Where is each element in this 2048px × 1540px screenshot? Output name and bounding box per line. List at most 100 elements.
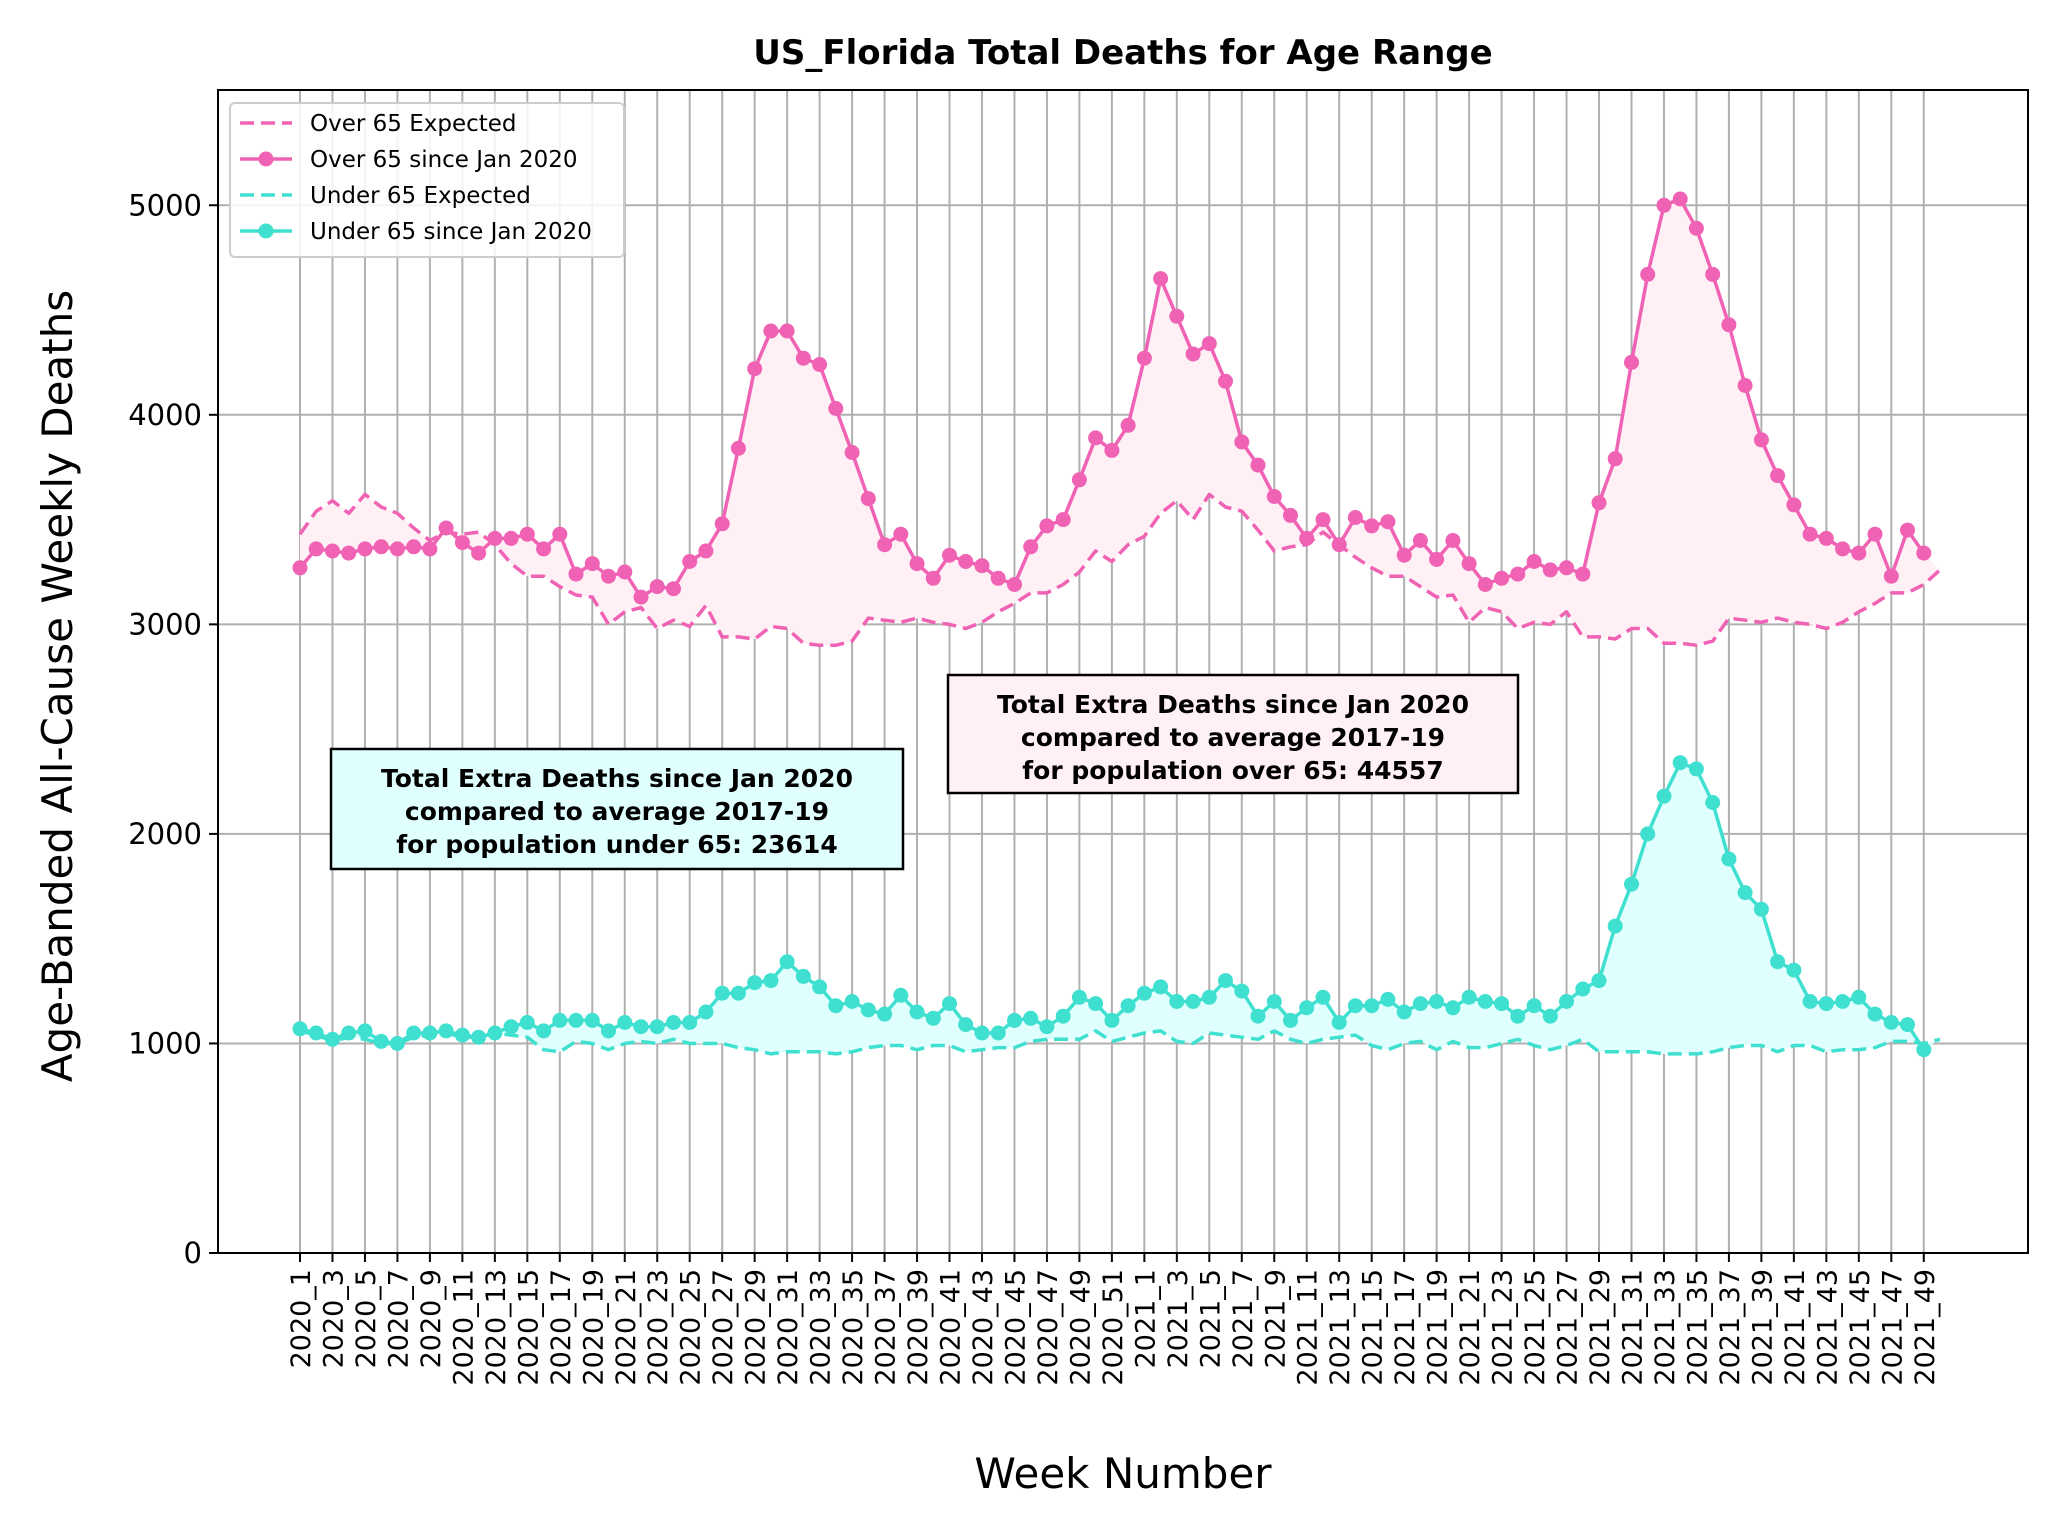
data-point bbox=[1624, 354, 1639, 370]
data-point bbox=[1835, 541, 1851, 557]
x-tick-label: 2020_39 bbox=[903, 1269, 934, 1386]
data-point bbox=[812, 357, 828, 372]
data-point bbox=[292, 1021, 308, 1037]
data-point bbox=[730, 440, 746, 456]
series-under-65-expected bbox=[299, 1029, 1941, 1056]
data-point bbox=[1104, 1012, 1120, 1028]
x-tick-label: 2020_7 bbox=[383, 1269, 414, 1368]
data-point bbox=[1380, 991, 1396, 1007]
data-point bbox=[617, 1015, 633, 1030]
data-point bbox=[1510, 1008, 1526, 1024]
series-over-65-expected bbox=[298, 492, 1942, 648]
x-tick-label: 2021_1 bbox=[1130, 1269, 1161, 1368]
data-point bbox=[1071, 472, 1087, 488]
data-point bbox=[471, 1029, 487, 1045]
data-point bbox=[325, 1031, 340, 1047]
data-point bbox=[471, 545, 487, 561]
annotation-box bbox=[329, 747, 905, 871]
series-line bbox=[298, 492, 1942, 648]
data-point bbox=[406, 539, 422, 555]
x-tick-label: 2020_51 bbox=[1098, 1269, 1129, 1386]
annotation-line: compared to average 2017-19 bbox=[1021, 723, 1445, 752]
data-point bbox=[1916, 1042, 1932, 1058]
data-point bbox=[1088, 430, 1104, 446]
data-point bbox=[1575, 981, 1591, 997]
data-point bbox=[1672, 755, 1688, 771]
data-point bbox=[454, 535, 470, 551]
data-point bbox=[373, 1033, 389, 1049]
data-point bbox=[877, 537, 893, 553]
data-point bbox=[649, 579, 665, 595]
data-point bbox=[844, 445, 860, 460]
data-point bbox=[974, 558, 990, 574]
y-tick-label: 4000 bbox=[128, 398, 202, 432]
data-point bbox=[1088, 996, 1104, 1012]
data-point bbox=[763, 323, 779, 339]
annotations: Total Extra Deaths since Jan 2020 compare… bbox=[329, 673, 1520, 871]
data-point bbox=[1347, 510, 1363, 525]
x-axis-label: Week Number bbox=[974, 1449, 1272, 1498]
x-tick-label: 2021_37 bbox=[1715, 1269, 1746, 1386]
data-point bbox=[1104, 442, 1120, 458]
data-point bbox=[1705, 266, 1721, 282]
data-point bbox=[1883, 1015, 1899, 1030]
legend: Over 65 Expected Over 65 since Jan 2020 Un… bbox=[229, 102, 625, 258]
data-point bbox=[828, 998, 844, 1014]
fill-over-65 bbox=[300, 199, 1940, 646]
data-point bbox=[1315, 989, 1331, 1005]
data-point bbox=[1055, 512, 1071, 528]
data-point bbox=[682, 554, 698, 569]
data-point bbox=[1234, 434, 1250, 450]
x-tick-label: 2021_3 bbox=[1163, 1269, 1194, 1368]
data-point bbox=[1477, 994, 1493, 1009]
data-point bbox=[1331, 1015, 1347, 1030]
y-tick-label: 3000 bbox=[128, 607, 202, 641]
data-point bbox=[795, 350, 811, 366]
data-point bbox=[308, 541, 324, 557]
data-point bbox=[1283, 507, 1298, 523]
fill-under-65 bbox=[300, 762, 1940, 1054]
data-point bbox=[1559, 560, 1574, 576]
x-tick-label: 2020_27 bbox=[708, 1269, 739, 1386]
data-point bbox=[1770, 954, 1786, 970]
data-point bbox=[519, 1015, 535, 1030]
x-tick-label: 2020_5 bbox=[351, 1269, 382, 1368]
data-point bbox=[730, 985, 746, 1001]
data-point bbox=[1656, 197, 1672, 213]
data-point bbox=[1559, 994, 1574, 1009]
data-point bbox=[389, 1036, 405, 1051]
data-point bbox=[747, 361, 763, 377]
data-point bbox=[1656, 788, 1672, 804]
data-point bbox=[1835, 994, 1851, 1009]
data-point bbox=[1445, 533, 1461, 548]
data-point bbox=[1396, 1004, 1412, 1020]
annotation-line: Total Extra Deaths since Jan 2020 bbox=[381, 764, 853, 793]
data-point bbox=[747, 975, 763, 991]
x-tick-label: 2021_21 bbox=[1455, 1269, 1486, 1386]
legend-label: Under 65 since Jan 2020 bbox=[310, 219, 592, 245]
data-point bbox=[666, 1015, 681, 1030]
data-point bbox=[1136, 985, 1152, 1001]
x-tick-label: 2020_23 bbox=[643, 1269, 674, 1386]
data-point bbox=[1721, 317, 1737, 333]
x-tick-label: 2021_33 bbox=[1650, 1269, 1681, 1386]
data-point bbox=[1737, 378, 1753, 393]
data-point bbox=[844, 994, 860, 1009]
annotation-line: Total Extra Deaths since Jan 2020 bbox=[997, 690, 1469, 719]
data-point bbox=[714, 516, 730, 532]
data-point bbox=[1640, 826, 1656, 842]
x-tick-label: 2021_25 bbox=[1520, 1269, 1551, 1386]
data-point bbox=[1851, 545, 1867, 561]
data-point bbox=[779, 954, 795, 970]
legend-marker bbox=[258, 151, 274, 167]
data-point bbox=[1542, 1008, 1558, 1024]
data-point bbox=[1153, 271, 1169, 287]
data-point bbox=[1607, 918, 1623, 934]
data-point bbox=[1071, 989, 1087, 1005]
x-tick-label: 2021_23 bbox=[1488, 1269, 1519, 1386]
data-point bbox=[1900, 522, 1915, 538]
x-tick-label: 2020_31 bbox=[773, 1269, 804, 1386]
annotation-line: compared to average 2017-19 bbox=[405, 797, 829, 826]
data-point bbox=[601, 568, 616, 584]
data-point bbox=[1169, 994, 1185, 1009]
